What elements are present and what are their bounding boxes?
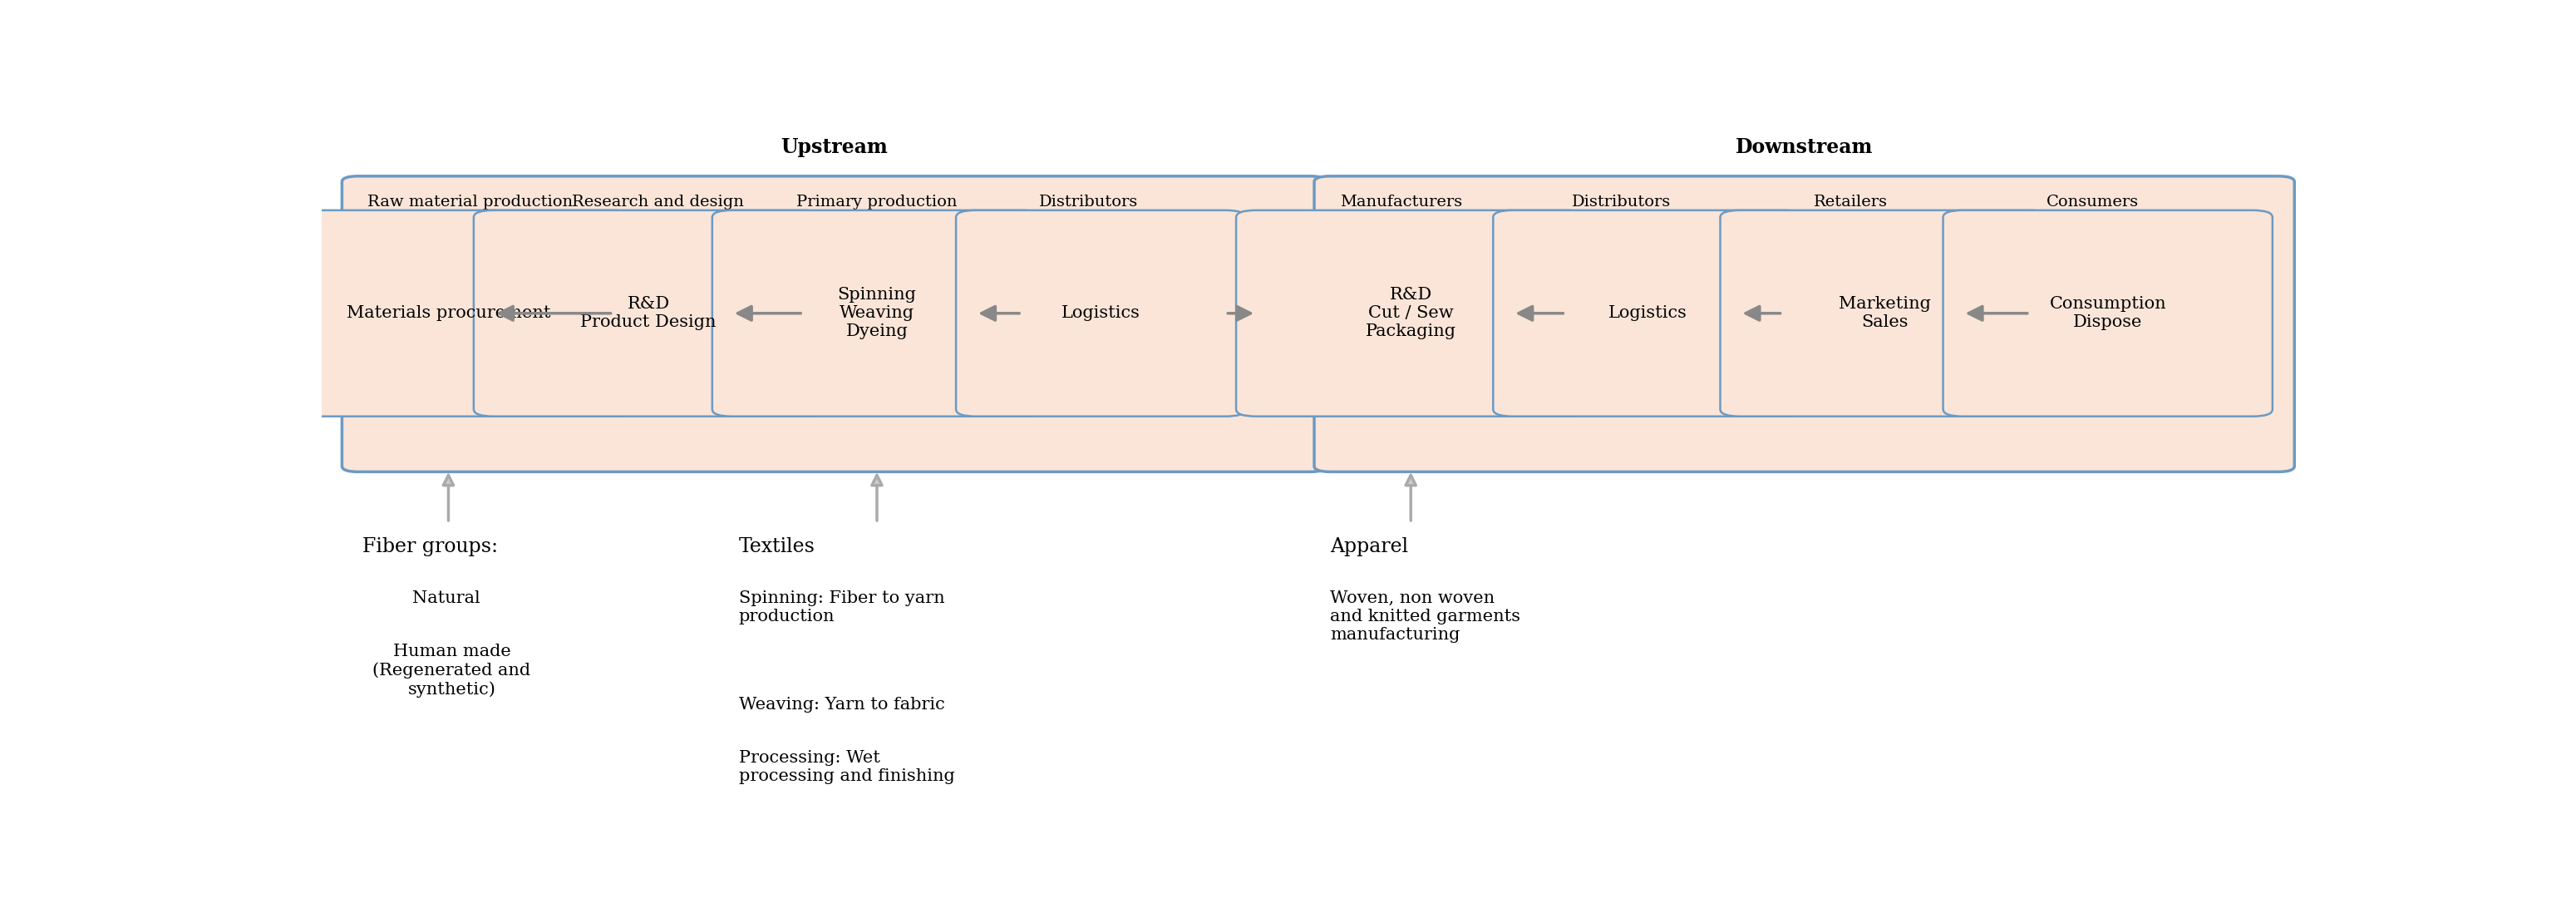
FancyBboxPatch shape [1942, 210, 2272, 416]
Text: Marketing
Sales: Marketing Sales [1839, 296, 1932, 330]
FancyBboxPatch shape [1721, 210, 2050, 416]
FancyBboxPatch shape [1236, 210, 1584, 416]
Text: Spinning
Weaving
Dyeing: Spinning Weaving Dyeing [837, 287, 917, 340]
FancyBboxPatch shape [343, 176, 1327, 472]
Text: Fiber groups:: Fiber groups: [363, 537, 497, 557]
Text: Retailers: Retailers [1814, 195, 1888, 210]
Text: Manufacturers: Manufacturers [1340, 195, 1463, 210]
Text: Weaving: Yarn to fabric: Weaving: Yarn to fabric [739, 697, 945, 713]
Text: Distributors: Distributors [1571, 195, 1672, 210]
FancyBboxPatch shape [711, 210, 1041, 416]
Text: Research and design: Research and design [572, 195, 744, 210]
Text: Natural: Natural [412, 591, 482, 606]
Text: Woven, non woven
and knitted garments
manufacturing: Woven, non woven and knitted garments ma… [1329, 591, 1520, 643]
Text: Upstream: Upstream [781, 137, 889, 157]
Text: Downstream: Downstream [1736, 137, 1873, 157]
Text: Primary production: Primary production [796, 195, 956, 210]
Text: Raw material production: Raw material production [368, 195, 572, 210]
Text: Human made
(Regenerated and
synthetic): Human made (Regenerated and synthetic) [374, 644, 531, 698]
Text: Textiles: Textiles [739, 537, 814, 557]
Text: R&D
Cut / Sew
Packaging: R&D Cut / Sew Packaging [1365, 287, 1455, 340]
Text: Consumers: Consumers [2045, 195, 2138, 210]
FancyBboxPatch shape [474, 210, 824, 416]
Text: R&D
Product Design: R&D Product Design [580, 296, 716, 330]
Text: Logistics: Logistics [1061, 306, 1141, 321]
Text: Consumption
Dispose: Consumption Dispose [2050, 296, 2166, 330]
FancyBboxPatch shape [1314, 176, 2295, 472]
Text: Spinning: Fiber to yarn
production: Spinning: Fiber to yarn production [739, 591, 945, 625]
Text: Processing: Wet
processing and finishing: Processing: Wet processing and finishing [739, 750, 956, 785]
FancyBboxPatch shape [956, 210, 1244, 416]
FancyBboxPatch shape [1494, 210, 1803, 416]
Text: Distributors: Distributors [1038, 195, 1139, 210]
FancyBboxPatch shape [263, 210, 634, 416]
Text: Apparel: Apparel [1329, 537, 1409, 557]
Text: Logistics: Logistics [1607, 306, 1687, 321]
Text: Materials procurement: Materials procurement [345, 306, 551, 321]
